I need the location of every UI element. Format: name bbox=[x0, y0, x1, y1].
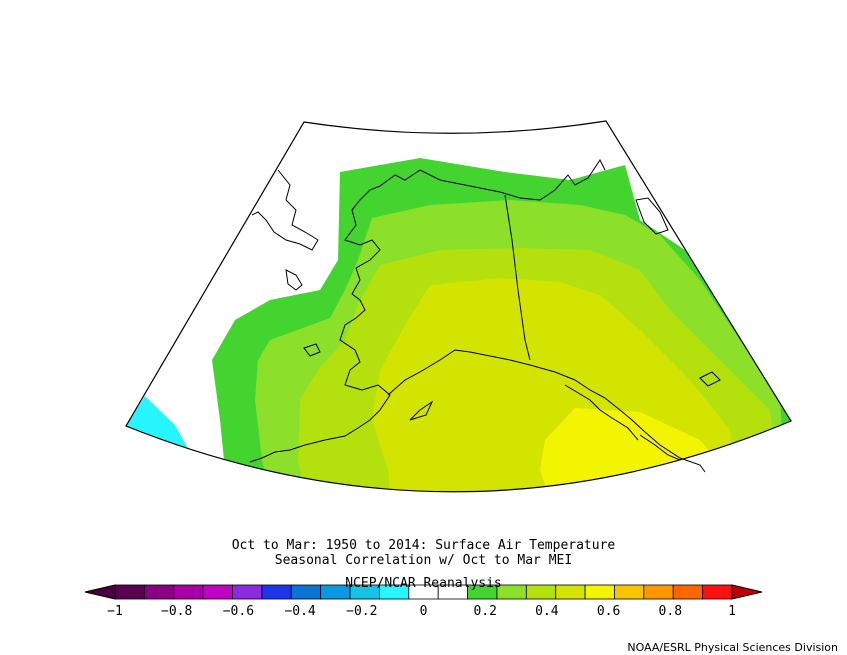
map-band-orange bbox=[684, 505, 694, 515]
map-band-light-blue bbox=[126, 396, 218, 492]
credit-label: NOAA/ESRL Physical Sciences Division bbox=[627, 641, 838, 654]
colorbar: −1 −0.8 −0.6 −0.4 −0.2 0 0.2 0.4 0.6 0.8 1 bbox=[84, 584, 763, 619]
colorbar-tick-label: −0.6 bbox=[223, 604, 254, 619]
colorbar-tick-label: −1 bbox=[107, 604, 123, 619]
dataset-name: NCEP/NCAR Reanalysis bbox=[345, 576, 502, 591]
map-frame bbox=[125, 120, 792, 493]
colorbar-tick-label: −0.4 bbox=[284, 604, 315, 619]
colorbar-tick-label: −0.8 bbox=[161, 604, 192, 619]
map-subtitle: Seasonal Correlation w/ Oct to Mar MEI bbox=[274, 553, 573, 568]
colorbar-tick-label: 0.4 bbox=[535, 604, 559, 619]
map-title: Oct to Mar: 1950 to 2014: Surface Air Te… bbox=[231, 538, 616, 553]
colorbar-tick-label: −0.2 bbox=[346, 604, 377, 619]
colorbar-tick-label: 1 bbox=[728, 604, 736, 619]
colorbar-swatch bbox=[702, 584, 733, 600]
colorbar-tick-label: 0.6 bbox=[597, 604, 620, 619]
colorbar-tick-label: 0 bbox=[420, 604, 428, 619]
coastlines bbox=[249, 159, 721, 473]
colorbar-tick-label: 0.8 bbox=[659, 604, 682, 619]
colorbar-tick-label: 0.2 bbox=[473, 604, 496, 619]
